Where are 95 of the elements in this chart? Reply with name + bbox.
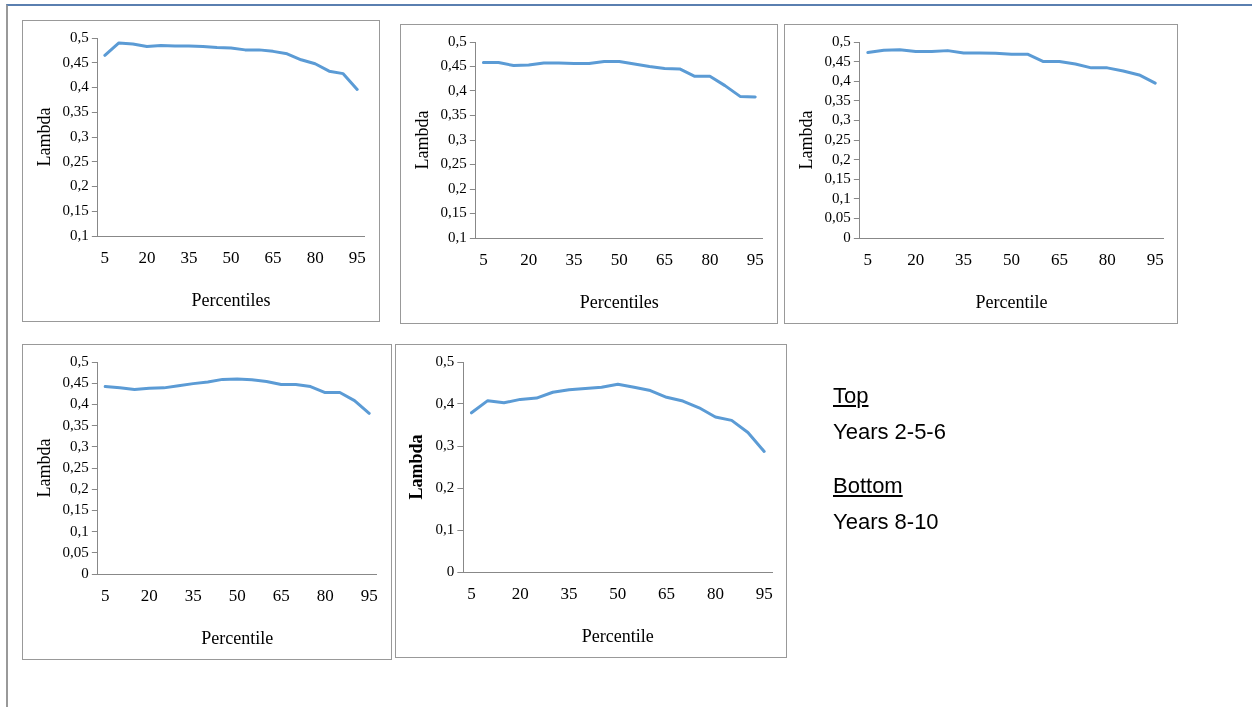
y-tick-label: 0,05 xyxy=(824,209,851,226)
x-tick-label: 95 xyxy=(746,249,764,269)
x-tick-label: 95 xyxy=(360,585,378,605)
x-tick-label: 20 xyxy=(907,249,925,269)
y-tick-label: 0,35 xyxy=(440,106,467,123)
x-tick-label: 80 xyxy=(1098,249,1116,269)
y-tick-label: 0,25 xyxy=(440,155,467,172)
x-tick-label: 65 xyxy=(656,249,674,269)
y-axis-title: Lambda xyxy=(33,438,54,498)
y-tick-label: 0,4 xyxy=(70,78,90,95)
x-tick-label: 80 xyxy=(706,583,724,603)
x-tick-label: 80 xyxy=(306,247,324,267)
x-tick-label: 20 xyxy=(140,585,158,605)
x-tick-label: 35 xyxy=(184,585,202,605)
y-tick-label: 0,45 xyxy=(62,53,89,70)
y-tick-label: 0,4 xyxy=(70,395,90,412)
y-tick-label: 0,3 xyxy=(70,127,89,144)
y-tick-label: 0,5 xyxy=(70,28,89,45)
y-tick-label: 0,4 xyxy=(448,81,468,98)
x-tick-label: 20 xyxy=(520,249,538,269)
y-tick-label: 0,35 xyxy=(824,91,851,108)
y-tick-label: 0,1 xyxy=(70,226,89,243)
x-axis-title: Percentiles xyxy=(579,291,659,312)
y-tick-label: 0,05 xyxy=(62,543,89,560)
y-tick-label: 0,2 xyxy=(435,478,455,495)
y-axis-title: Lambda xyxy=(411,110,432,170)
x-tick-label: 50 xyxy=(610,249,628,269)
x-tick-label: 65 xyxy=(1050,249,1068,269)
x-tick-label: 5 xyxy=(467,583,476,603)
y-tick-label: 0,3 xyxy=(832,111,851,128)
y-tick-label: 0 xyxy=(843,228,851,245)
x-tick-label: 35 xyxy=(180,247,198,267)
x-axis-title: Percentile xyxy=(581,625,654,646)
x-tick-label: 95 xyxy=(348,247,366,267)
y-tick-label: 0,4 xyxy=(832,72,852,89)
y-tick-label: 0,1 xyxy=(435,520,455,537)
x-tick-label: 35 xyxy=(565,249,583,269)
x-tick-label: 35 xyxy=(560,583,578,603)
y-tick-label: 0,5 xyxy=(832,32,851,49)
text: Bottom xyxy=(833,472,904,500)
y-axis-title: Lambda xyxy=(406,434,427,500)
x-tick-label: 5 xyxy=(100,247,110,267)
text: Top xyxy=(833,382,870,410)
y-tick-label: 0,25 xyxy=(824,130,851,147)
y-tick-label: 0,3 xyxy=(448,130,467,147)
x-tick-label: 5 xyxy=(100,585,110,605)
x-axis-title: Percentiles xyxy=(191,289,271,310)
y-tick-label: 0,2 xyxy=(832,150,851,167)
x-tick-label: 80 xyxy=(701,249,719,269)
y-axis-title: Lambda xyxy=(33,107,54,167)
y-tick-label: 0,15 xyxy=(62,501,89,518)
y-tick-label: 0,45 xyxy=(440,57,467,74)
y-tick-label: 0,45 xyxy=(62,374,89,391)
x-tick-label: 50 xyxy=(1003,249,1021,269)
x-axis-title: Percentile xyxy=(201,627,274,648)
x-tick-label: 50 xyxy=(228,585,246,605)
y-tick-label: 0,3 xyxy=(70,437,89,454)
y-tick-label: 0,3 xyxy=(435,436,455,453)
x-tick-label: 50 xyxy=(222,247,240,267)
x-tick-label: 65 xyxy=(658,583,676,603)
y-tick-label: 0,2 xyxy=(70,177,89,194)
y-tick-label: 0,5 xyxy=(70,352,89,369)
x-tick-label: 20 xyxy=(511,583,529,603)
y-tick-label: 0,2 xyxy=(70,480,89,497)
text: Years 2-5-6 xyxy=(833,418,947,446)
x-tick-label: 35 xyxy=(955,249,973,269)
y-tick-label: 0,15 xyxy=(824,170,851,187)
y-tick-label: 0,15 xyxy=(62,202,89,219)
y-tick-label: 0,1 xyxy=(70,522,89,539)
x-tick-label: 95 xyxy=(1146,249,1164,269)
y-tick-label: 0 xyxy=(446,562,455,579)
x-tick-label: 5 xyxy=(479,249,488,269)
x-axis-title: Percentile xyxy=(975,291,1048,312)
y-tick-label: 0,35 xyxy=(62,416,89,433)
y-tick-label: 0,5 xyxy=(435,352,455,369)
x-tick-label: 80 xyxy=(316,585,334,605)
x-tick-label: 65 xyxy=(272,585,290,605)
y-tick-label: 0,45 xyxy=(824,52,851,69)
y-tick-label: 0,2 xyxy=(448,179,467,196)
y-tick-label: 0 xyxy=(81,564,89,581)
x-tick-label: 95 xyxy=(755,583,773,603)
y-tick-label: 0,35 xyxy=(62,103,89,120)
x-tick-label: 20 xyxy=(138,247,156,267)
x-tick-label: 65 xyxy=(264,247,282,267)
x-tick-label: 50 xyxy=(609,583,627,603)
y-tick-label: 0,15 xyxy=(440,204,467,221)
y-tick-label: 0,4 xyxy=(435,394,455,411)
y-tick-label: 0,1 xyxy=(832,189,851,206)
y-axis-title: Lambda xyxy=(795,110,816,170)
x-tick-label: 5 xyxy=(863,249,873,269)
y-tick-label: 0,25 xyxy=(62,458,89,475)
y-tick-label: 0,5 xyxy=(448,32,467,49)
y-tick-label: 0,1 xyxy=(448,228,467,245)
y-tick-label: 0,25 xyxy=(62,152,89,169)
text: Years 8-10 xyxy=(833,508,940,536)
